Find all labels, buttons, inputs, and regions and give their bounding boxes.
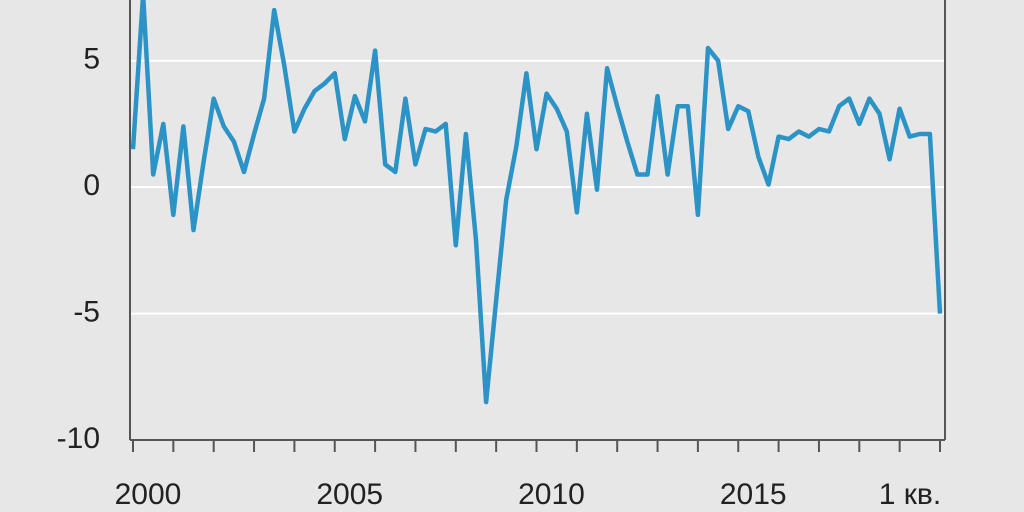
x-tick-label: 2000 [115,478,182,511]
y-tick-label: 5 [83,43,100,76]
x-tick-label: 1 кв. [879,478,941,511]
x-tick-label: 2015 [720,478,787,511]
x-tick-label: 2010 [518,478,585,511]
y-tick-label: 0 [83,169,100,202]
plot [130,0,943,405]
y-tick-label: -5 [73,295,100,328]
data-line [130,0,943,405]
x-tick-label: 2005 [316,478,383,511]
y-tick-label: -10 [57,422,100,455]
